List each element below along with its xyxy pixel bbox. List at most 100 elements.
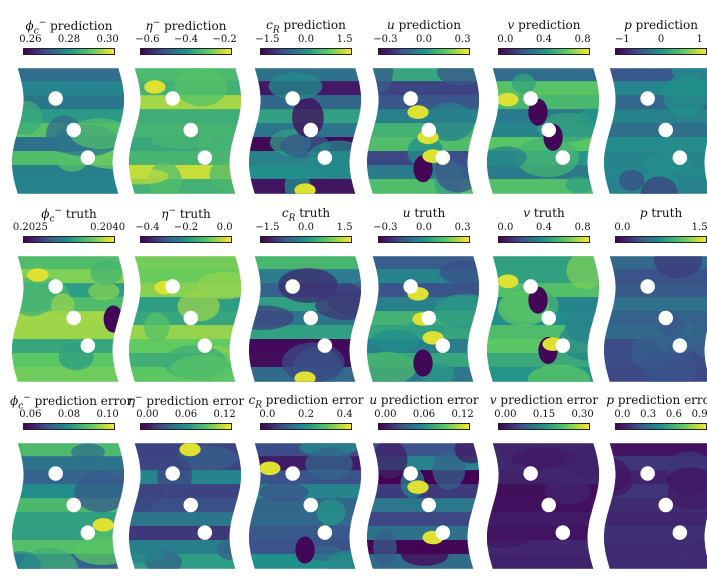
field-band — [603, 137, 707, 153]
colorbar — [615, 423, 707, 430]
cylinder-hole — [80, 338, 96, 353]
colorbar-tick-label: −0.6 — [135, 34, 160, 45]
colorbar-tick-label: 0.4 — [536, 222, 552, 233]
field-blob — [432, 449, 466, 490]
panel-title-variable: η — [145, 19, 153, 33]
colorbar-tick-label: 0.15 — [532, 409, 556, 420]
colorbar — [260, 236, 352, 243]
field-high-spot — [27, 268, 49, 282]
field-band — [603, 311, 707, 327]
colorbar-tick-label: 0.2025 — [12, 222, 48, 233]
panel-title-variable: ϕ — [10, 394, 19, 408]
cylinder-hole — [403, 91, 418, 106]
field-high-spot — [179, 443, 201, 457]
field-panel: p prediction −1 0 1 — [602, 18, 707, 203]
field-blob — [511, 447, 572, 469]
cylinder-hole — [66, 310, 82, 326]
field-contours — [603, 443, 707, 569]
cylinder-hole — [435, 338, 451, 353]
colorbar-ticks: 0.00 0.06 0.12 — [365, 409, 483, 421]
panel-title-suffix: prediction error — [30, 394, 133, 408]
colorbar-tick-label: 0.00 — [374, 409, 397, 420]
field-blob — [175, 68, 228, 107]
colorbar-ticks: 0.2025 0.2040 — [10, 222, 128, 234]
field-panel: v prediction error 0.00 0.15 0.30 — [485, 393, 603, 578]
field-blob — [671, 68, 707, 83]
field-panel: ϕc− prediction 0.26 0.28 0.30 — [10, 18, 128, 203]
colorbar-tick-label: 0.30 — [96, 34, 119, 45]
panel-title-suffix: prediction error — [496, 393, 599, 407]
cylinder-hole — [285, 466, 300, 481]
field-plot — [486, 68, 600, 194]
field-high-spot — [497, 92, 519, 107]
colorbar-tick-label: 1 — [696, 34, 703, 45]
cylinder-hole — [403, 279, 418, 294]
panel-title-suffix: prediction — [160, 19, 227, 33]
cylinder-hole — [541, 310, 557, 326]
field-blob — [511, 73, 536, 94]
cylinder-hole — [672, 150, 688, 165]
colorbar-tick-label: 0.30 — [571, 409, 594, 420]
colorbar-tick-label: 0.8 — [574, 222, 591, 233]
cylinder-hole — [640, 91, 655, 106]
colorbar-tick-label: 0.06 — [19, 409, 42, 420]
panel-title: η− prediction error — [127, 393, 245, 408]
panel-title-variable: η — [127, 394, 136, 408]
colorbar-tick-label: 0.0 — [497, 34, 514, 45]
field-plot — [128, 443, 242, 569]
field-band — [11, 366, 125, 382]
panel-title: u prediction error — [365, 393, 483, 407]
cylinder-hole — [541, 497, 557, 513]
cylinder-hole — [317, 150, 333, 165]
colorbar-ticks: 0.06 0.08 0.10 — [10, 409, 128, 421]
colorbar-tick-label: 0 — [657, 34, 665, 45]
panel-title-subscript: R — [272, 25, 280, 36]
field-band — [248, 526, 362, 542]
colorbar-tick-label: 0.0 — [259, 409, 276, 420]
colorbar-tick-label: 0.26 — [19, 34, 42, 45]
colorbar-ticks: −1.5 0.0 1.5 — [247, 34, 365, 46]
field-panel: cR prediction −1.5 0.0 1.5 — [247, 18, 365, 203]
colorbar-tick-label: −0.3 — [373, 222, 398, 233]
field-blob — [372, 443, 408, 479]
panel-title: ϕc− truth — [10, 206, 128, 224]
colorbar-tick-label: 0.28 — [57, 34, 81, 45]
colorbar-tick-label: 0.12 — [451, 409, 474, 420]
panel-title-suffix: prediction — [279, 18, 346, 32]
panel-title-variable: p — [639, 206, 648, 220]
colorbar-tick-label: 0.00 — [136, 409, 159, 420]
field-blob — [90, 260, 123, 285]
field-blob — [268, 72, 323, 100]
cylinder-hole — [640, 279, 655, 294]
field-high-spot — [294, 371, 316, 382]
field-panel: η− prediction error 0.00 0.06 0.12 — [127, 393, 245, 578]
field-high-spot — [92, 518, 114, 532]
field-high-spot — [407, 105, 429, 119]
panel-title-subscript: R — [255, 400, 262, 411]
panel-title: η− prediction — [127, 18, 245, 33]
field-contours — [366, 256, 480, 382]
field-blob — [305, 447, 353, 481]
field-blob — [565, 176, 593, 194]
panel-title-subscript: c — [33, 26, 39, 37]
colorbar — [23, 48, 115, 55]
colorbar — [23, 236, 115, 243]
field-contours — [486, 443, 600, 569]
cylinder-hole — [317, 338, 333, 353]
field-blob — [74, 471, 125, 513]
field-blob — [258, 482, 309, 502]
colorbar-tick-label: 0.3 — [640, 409, 657, 420]
colorbar-ticks: 0.00 0.15 0.30 — [485, 409, 603, 421]
colorbar-tick-label: 0.0 — [416, 222, 432, 233]
field-band — [603, 123, 707, 139]
panel-title: cR prediction error — [247, 393, 365, 410]
panel-title-suffix: prediction error — [261, 393, 364, 407]
colorbar-tick-label: 0.9 — [691, 409, 707, 420]
cylinder-hole — [421, 310, 437, 326]
field-plot — [11, 68, 125, 194]
cylinder-hole — [672, 525, 688, 540]
colorbar-tick-label: 0.0 — [216, 222, 233, 233]
colorbar-ticks: 0.0 0.4 0.8 — [485, 222, 603, 234]
field-blob — [248, 305, 294, 330]
field-contours — [11, 68, 125, 194]
